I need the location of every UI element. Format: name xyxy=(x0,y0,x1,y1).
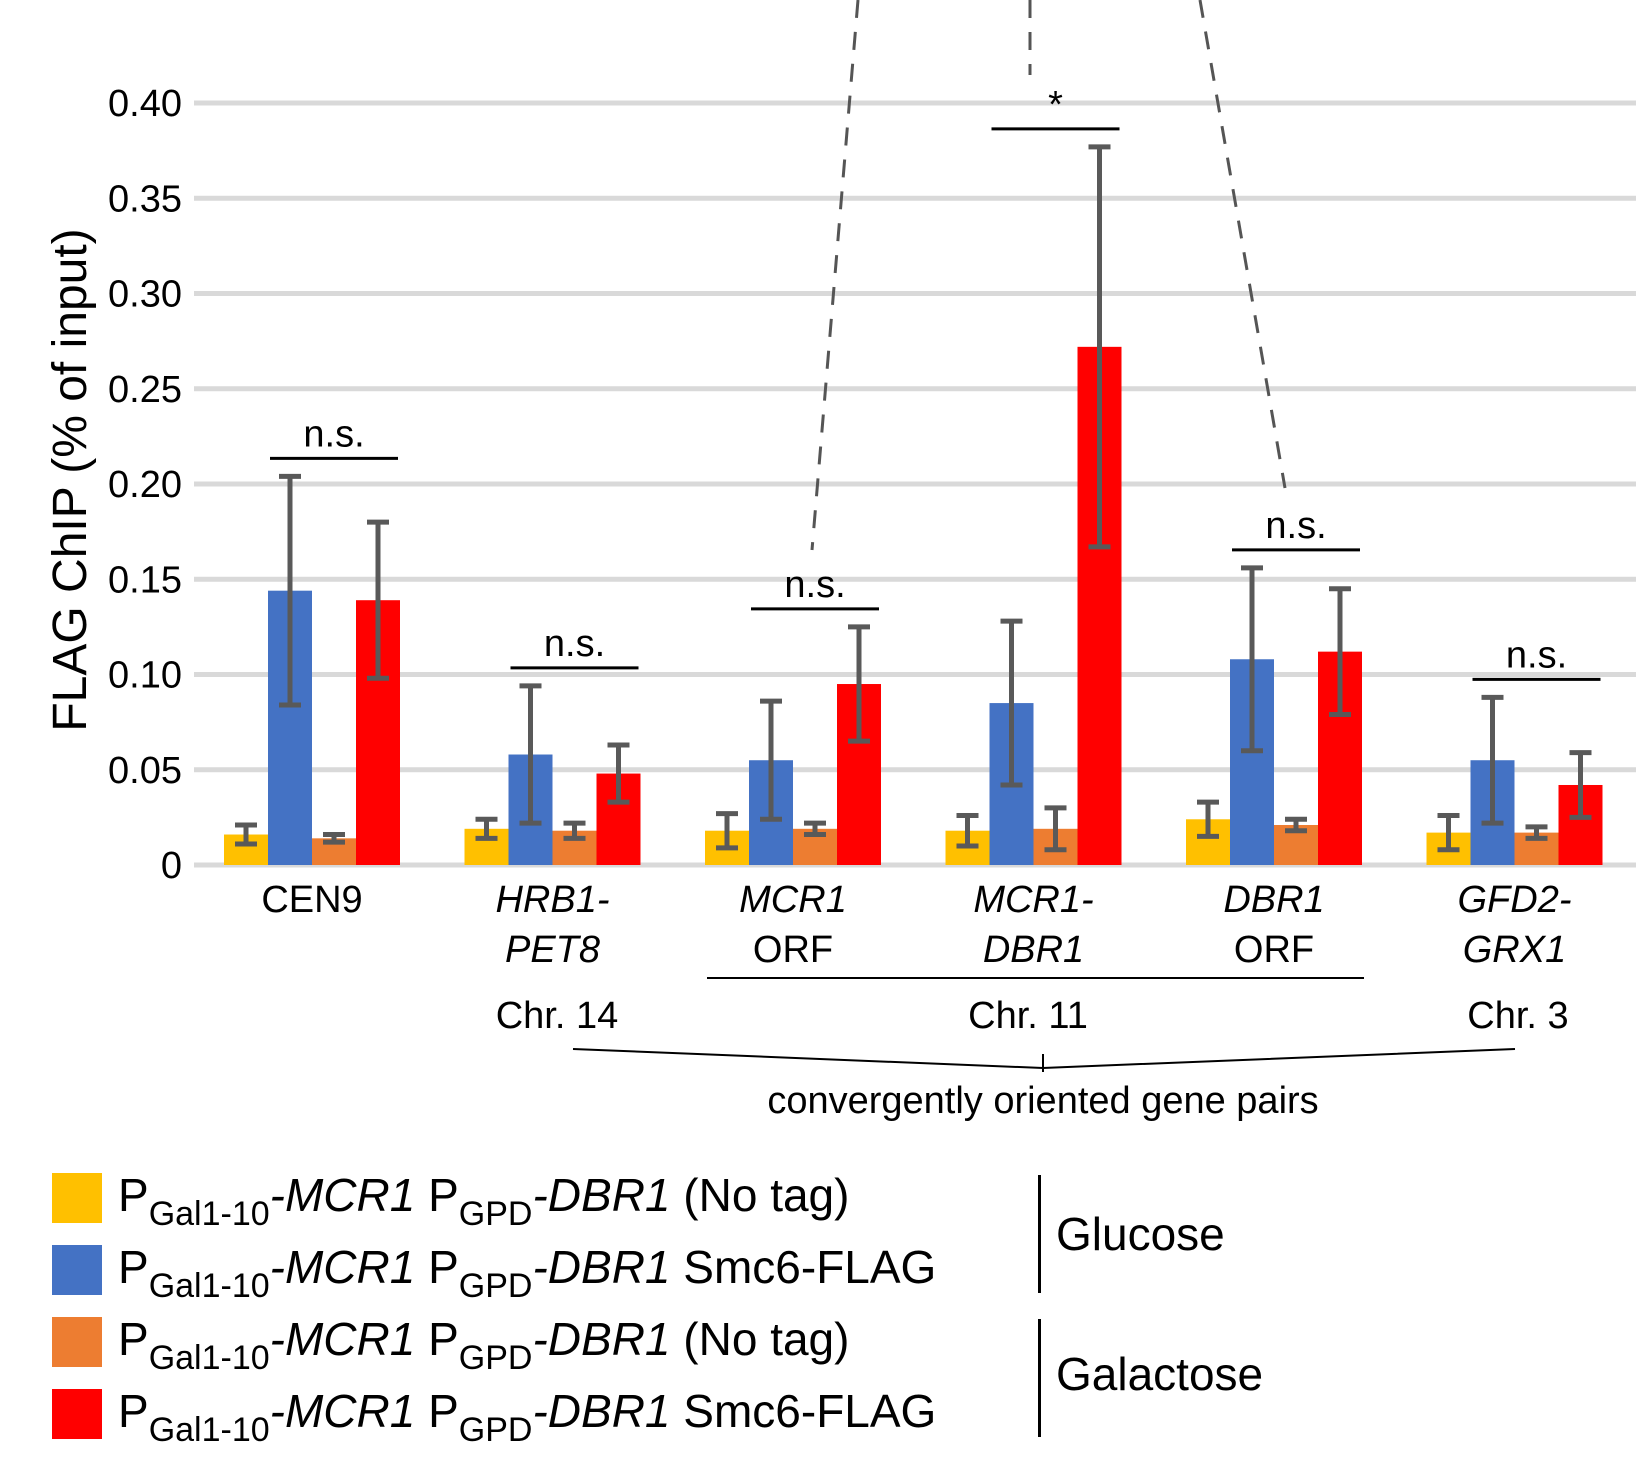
x-category-label-line2: GRX1 xyxy=(1463,929,1566,971)
significance-label: n.s. xyxy=(544,623,605,665)
galactose-label: Galactose xyxy=(1056,1348,1264,1400)
legend-swatch xyxy=(52,1317,102,1367)
bar-chart: 0 0.05 0.10 0.15 0.20 0.25 0.30 0.35 0.40 FLAG C… xyxy=(44,0,1636,1122)
legend-p1: P xyxy=(118,1385,149,1437)
legend-p1: P xyxy=(118,1169,149,1221)
y-axis-ticks: 0 0.05 0.10 0.15 0.20 0.25 0.30 0.35 0.40 xyxy=(108,83,182,887)
zoom-dashed-lines xyxy=(810,0,1287,551)
significance-label: n.s. xyxy=(1506,634,1567,676)
legend-sub1: Gal1-10 xyxy=(148,1339,270,1377)
legend-p1: P xyxy=(118,1313,149,1365)
legend-sub2: GPD xyxy=(458,1195,533,1233)
legend-gene1: -MCR1 xyxy=(269,1241,416,1293)
legend-label: PGal1-10-MCR1 PGPD-DBR1 Smc6-FLAG xyxy=(118,1237,936,1316)
y-tick-label: 0.30 xyxy=(108,274,182,316)
x-category-label-line2: ORF xyxy=(1234,929,1314,971)
significance-label: n.s. xyxy=(1265,505,1326,547)
legend-gene1: -MCR1 xyxy=(269,1169,416,1221)
legend-gene1: -MCR1 xyxy=(269,1385,416,1437)
y-tick-label: 0.40 xyxy=(108,83,182,125)
legend-gene2: -DBR1 xyxy=(532,1169,671,1221)
y-tick-label: 0 xyxy=(161,845,182,887)
legend-p2: P xyxy=(415,1385,459,1437)
x-category-label: DBR1 xyxy=(1223,879,1324,921)
x-category-label: CEN9 xyxy=(261,879,362,921)
legend-suffix: (No tag) xyxy=(670,1313,850,1365)
legend-sub2: GPD xyxy=(458,1339,533,1377)
legend-label: PGal1-10-MCR1 PGPD-DBR1 Smc6-FLAG xyxy=(118,1381,936,1460)
legend-sub2: GPD xyxy=(458,1411,533,1449)
y-tick-label: 0.25 xyxy=(108,369,182,411)
glucose-label: Glucose xyxy=(1056,1208,1225,1260)
bar-series xyxy=(224,346,1603,866)
significance-label: * xyxy=(1048,84,1063,126)
chromosome-annotations: Chr. 14 Chr. 11 Chr. 3 convergently orie… xyxy=(496,977,1569,1122)
significance-annotations: n.s. n.s. n.s. * n.s. n.s. xyxy=(270,84,1601,681)
x-category-label-line2: PET8 xyxy=(505,929,600,971)
legend-sub1: Gal1-10 xyxy=(148,1267,270,1305)
legend-p2: P xyxy=(415,1313,459,1365)
y-tick-label: 0.15 xyxy=(108,559,182,601)
legend-gene2: -DBR1 xyxy=(532,1313,671,1365)
significance-label: n.s. xyxy=(784,564,845,606)
legend-swatch xyxy=(52,1389,102,1439)
legend-sub1: Gal1-10 xyxy=(148,1411,270,1449)
legend-p2: P xyxy=(415,1169,459,1221)
chr3-label: Chr. 3 xyxy=(1467,995,1568,1037)
x-category-label: GFD2- xyxy=(1458,879,1572,921)
x-axis-categories: CEN9 HRB1- PET8 MCR1 ORF MCR1- DBR1 DBR1 ORF GFD2… xyxy=(261,879,1571,971)
y-tick-label: 0.10 xyxy=(108,655,182,697)
gridlines xyxy=(194,100,1636,868)
y-tick-label: 0.35 xyxy=(108,178,182,220)
y-tick-label: 0.20 xyxy=(108,464,182,506)
legend-suffix: Smc6-FLAG xyxy=(670,1241,937,1293)
x-category-label: MCR1 xyxy=(739,879,847,921)
glucose-bracket xyxy=(1038,1175,1041,1293)
error-bars xyxy=(235,144,1592,853)
legend-gene2: -DBR1 xyxy=(532,1385,671,1437)
x-category-label-line2: ORF xyxy=(753,929,833,971)
legend-sub2: GPD xyxy=(458,1267,533,1305)
y-tick-label: 0.05 xyxy=(108,750,182,792)
x-category-label: MCR1- xyxy=(973,879,1093,921)
legend-p2: P xyxy=(415,1241,459,1293)
legend-label: PGal1-10-MCR1 PGPD-DBR1 (No tag) xyxy=(118,1165,849,1244)
galactose-bracket xyxy=(1038,1319,1041,1437)
chr14-label: Chr. 14 xyxy=(496,995,619,1037)
legend-swatch xyxy=(52,1173,102,1223)
chr11-label: Chr. 11 xyxy=(968,995,1088,1037)
gene-pairs-label: convergently oriented gene pairs xyxy=(767,1080,1318,1122)
legend-suffix: (No tag) xyxy=(670,1169,850,1221)
legend-gene1: -MCR1 xyxy=(269,1313,416,1365)
y-axis-label: FLAG ChIP (% of input) xyxy=(44,228,97,731)
significance-label: n.s. xyxy=(303,413,364,455)
x-category-label-line2: DBR1 xyxy=(983,929,1084,971)
legend-suffix: Smc6-FLAG xyxy=(670,1385,937,1437)
x-category-label: HRB1- xyxy=(495,879,609,921)
legend-p1: P xyxy=(118,1241,149,1293)
legend-label: PGal1-10-MCR1 PGPD-DBR1 (No tag) xyxy=(118,1309,849,1388)
legend-gene2: -DBR1 xyxy=(532,1241,671,1293)
legend-sub1: Gal1-10 xyxy=(148,1195,270,1233)
legend-swatch xyxy=(52,1245,102,1295)
